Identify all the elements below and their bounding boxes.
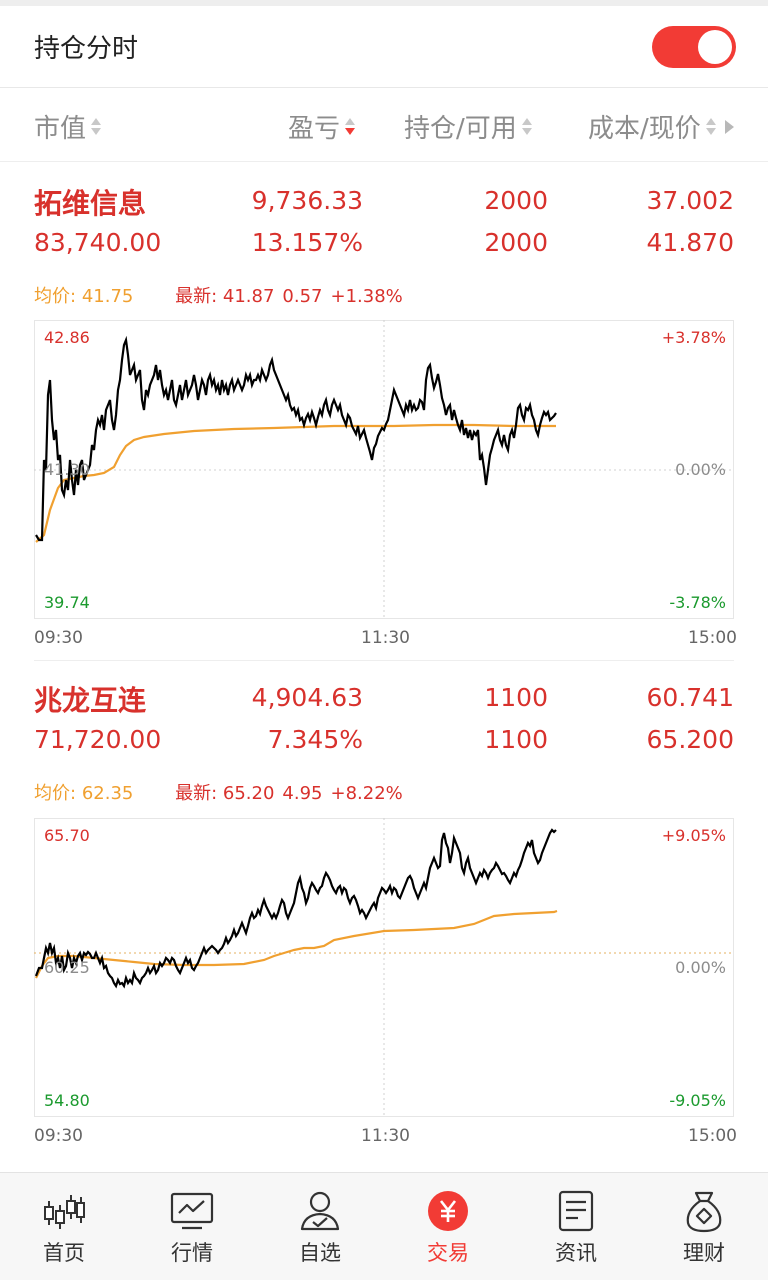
avg-price: 均价: 62.35 bbox=[34, 783, 134, 804]
avg-price-line bbox=[35, 909, 558, 979]
tab-watchlist[interactable]: 自选 bbox=[256, 1173, 384, 1280]
tab-wealth[interactable]: 理财 bbox=[640, 1173, 768, 1280]
chart-high-price: 65.70 bbox=[44, 826, 90, 845]
tab-news[interactable]: 资讯 bbox=[512, 1173, 640, 1280]
profit-pct: 7.345% bbox=[267, 725, 363, 754]
available-value: 2000 bbox=[484, 228, 548, 257]
quote-info: 均价: 41.75 最新: 41.87 0.57 +1.38% bbox=[34, 282, 411, 308]
profit-value: 9,736.33 bbox=[251, 186, 363, 215]
column-header: 市值 盈亏 持仓/可用 成本/现价 bbox=[0, 88, 768, 162]
intraday-chart-2[interactable]: 65.70 60.25 54.80 +9.05% 0.00% -9.05% bbox=[34, 818, 734, 1118]
column-label: 持仓/可用 bbox=[404, 114, 517, 144]
market-value: 71,720.00 bbox=[34, 725, 162, 754]
time-end: 15:00 bbox=[688, 1126, 737, 1146]
tab-label: 交易 bbox=[427, 1241, 469, 1265]
chart-low-pct: -3.78% bbox=[669, 593, 726, 612]
divider bbox=[34, 660, 734, 661]
intraday-toggle[interactable] bbox=[652, 26, 736, 68]
tab-home[interactable]: 首页 bbox=[0, 1173, 128, 1280]
position-value: 1100 bbox=[484, 683, 548, 712]
column-position[interactable]: 持仓/可用 bbox=[404, 108, 533, 145]
chart-high-price: 42.86 bbox=[44, 328, 90, 347]
price-value: 65.200 bbox=[646, 725, 734, 754]
intraday-chart-1[interactable]: 42.86 41.30 39.74 +3.78% 0.00% -3.78% bbox=[34, 320, 734, 620]
sort-desc-icon bbox=[344, 116, 356, 138]
chart-low-price: 39.74 bbox=[44, 593, 90, 612]
tab-label: 自选 bbox=[299, 1241, 341, 1265]
market-value: 83,740.00 bbox=[34, 228, 162, 257]
user-check-icon bbox=[300, 1191, 340, 1231]
chart-svg bbox=[34, 320, 734, 619]
chart-svg bbox=[34, 818, 734, 1117]
sort-icon bbox=[90, 116, 102, 138]
chart-low-pct: -9.05% bbox=[669, 1091, 726, 1110]
sort-icon bbox=[521, 116, 533, 138]
column-label: 成本/现价 bbox=[588, 114, 701, 144]
profit-value: 4,904.63 bbox=[251, 683, 363, 712]
available-value: 1100 bbox=[484, 725, 548, 754]
price-line bbox=[34, 828, 557, 989]
column-label: 市值 bbox=[34, 114, 87, 144]
chart-high-pct: +9.05% bbox=[661, 826, 726, 845]
cost-value: 37.002 bbox=[646, 186, 734, 215]
chart-prev-close: 60.25 bbox=[44, 958, 90, 977]
stock-name: 拓维信息 bbox=[34, 187, 147, 220]
profit-pct: 13.157% bbox=[251, 228, 363, 257]
time-end: 15:00 bbox=[688, 628, 737, 648]
time-mid: 11:30 bbox=[361, 628, 410, 648]
money-bag-icon bbox=[686, 1191, 722, 1233]
chart-mid-pct: 0.00% bbox=[675, 958, 726, 977]
status-strip bbox=[0, 0, 768, 6]
cost-value: 60.741 bbox=[646, 683, 734, 712]
stock-name: 兆龙互连 bbox=[34, 684, 147, 717]
candlestick-icon bbox=[44, 1195, 85, 1229]
column-market-value[interactable]: 市值 bbox=[34, 108, 102, 145]
toggle-knob bbox=[698, 30, 732, 64]
price-line bbox=[35, 335, 557, 542]
price-value: 41.870 bbox=[646, 228, 734, 257]
tab-label: 资讯 bbox=[555, 1241, 597, 1265]
time-mid: 11:30 bbox=[361, 1126, 410, 1146]
document-icon bbox=[558, 1190, 594, 1232]
position-value: 2000 bbox=[484, 186, 548, 215]
time-start: 09:30 bbox=[34, 1126, 83, 1146]
chart-low-price: 54.80 bbox=[44, 1091, 90, 1110]
tab-label: 行情 bbox=[171, 1241, 213, 1265]
yuan-icon bbox=[428, 1191, 468, 1231]
chart-prev-close: 41.30 bbox=[44, 460, 90, 479]
column-profit[interactable]: 盈亏 bbox=[288, 108, 356, 145]
chart-mid-pct: 0.00% bbox=[675, 460, 726, 479]
bottom-tab-bar: 首页 行情 自选 bbox=[0, 1172, 768, 1280]
tab-label: 首页 bbox=[43, 1241, 85, 1265]
time-start: 09:30 bbox=[34, 628, 83, 648]
avg-price: 均价: 41.75 bbox=[34, 286, 134, 307]
tab-trade[interactable]: 交易 bbox=[384, 1173, 512, 1280]
latest-price: 最新: 41.87 0.57 +1.38% bbox=[175, 286, 403, 307]
page-header: 持仓分时 bbox=[0, 6, 768, 88]
chart-monitor-icon bbox=[170, 1192, 214, 1230]
quote-info: 均价: 62.35 最新: 65.20 4.95 +8.22% bbox=[34, 779, 411, 805]
latest-price: 最新: 65.20 4.95 +8.22% bbox=[175, 783, 403, 804]
scroll-right-icon[interactable] bbox=[724, 119, 734, 134]
tab-label: 理财 bbox=[683, 1241, 725, 1265]
avg-price-line bbox=[35, 423, 556, 543]
column-cost-price[interactable]: 成本/现价 bbox=[588, 108, 734, 145]
chart-high-pct: +3.78% bbox=[661, 328, 726, 347]
sort-icon bbox=[705, 116, 717, 138]
column-label: 盈亏 bbox=[288, 114, 341, 144]
page-title: 持仓分时 bbox=[34, 34, 139, 64]
tab-market[interactable]: 行情 bbox=[128, 1173, 256, 1280]
